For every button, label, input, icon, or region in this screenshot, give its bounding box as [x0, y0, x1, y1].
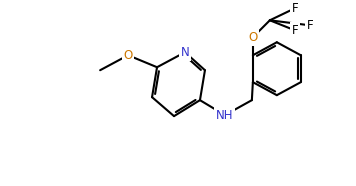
Text: O: O: [124, 49, 133, 62]
Text: O: O: [248, 31, 257, 44]
Text: NH: NH: [216, 109, 234, 122]
Text: F: F: [307, 19, 313, 32]
Text: F: F: [292, 24, 298, 37]
Text: N: N: [180, 46, 189, 59]
Text: F: F: [292, 2, 298, 15]
